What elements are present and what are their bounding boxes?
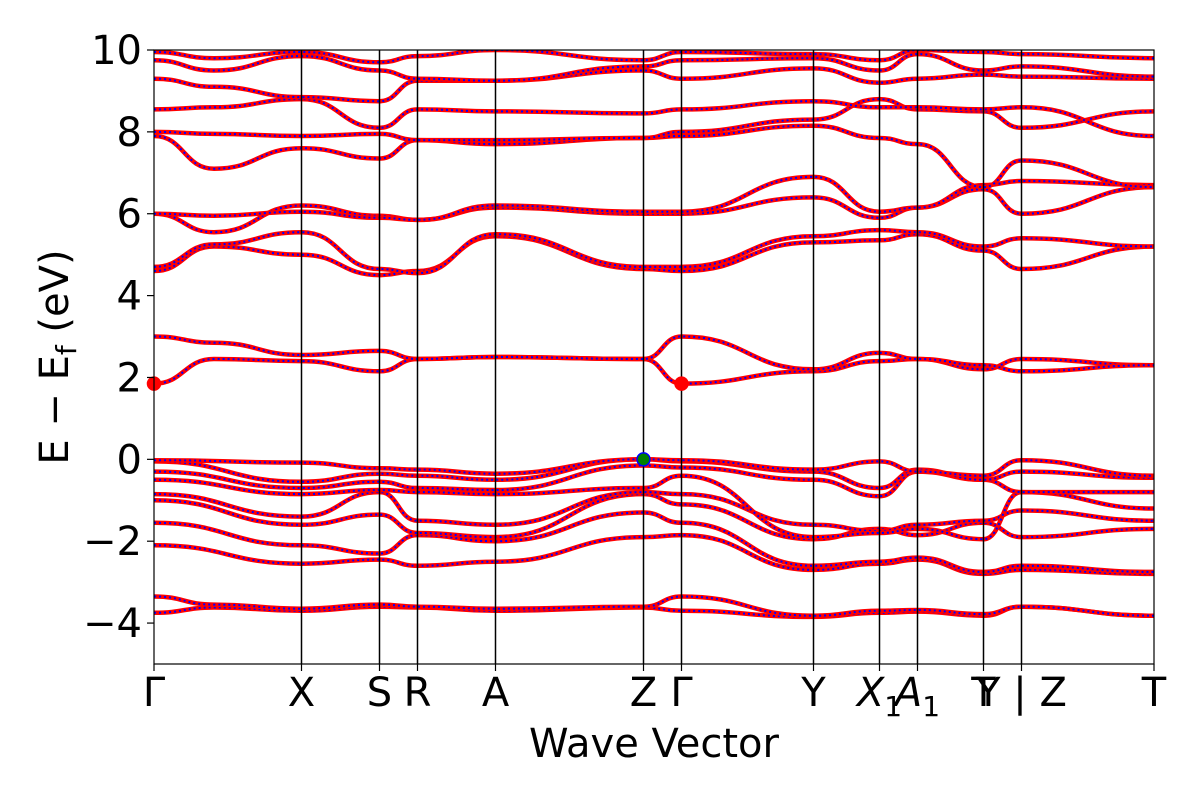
y-tick-label-6: 6 bbox=[117, 192, 142, 238]
band-15-spin-down bbox=[154, 175, 1154, 221]
x-tick-label-12: T bbox=[1141, 670, 1167, 716]
band-11-spin-down bbox=[154, 335, 1154, 373]
band-9-spin-down bbox=[154, 458, 1154, 477]
band-19-spin-down bbox=[154, 67, 1154, 103]
band-18-spin-down bbox=[154, 98, 1154, 137]
band-17-spin-down bbox=[154, 98, 1154, 142]
y-axis-label-sub: f bbox=[50, 344, 83, 355]
band-8-spin-down bbox=[154, 458, 1154, 490]
x-axis-label: Wave Vector bbox=[529, 721, 780, 767]
x-tick-label-2: S bbox=[367, 670, 392, 716]
x-tick-label-3: R bbox=[404, 670, 432, 716]
x-tick-label-5: Z bbox=[630, 670, 657, 716]
band-1-spin-down bbox=[154, 595, 1154, 617]
y-tick-label-0: 0 bbox=[117, 437, 142, 483]
x-tick-label-7: Y bbox=[800, 670, 826, 716]
y-tick-label--4: −4 bbox=[83, 601, 142, 647]
x-tick-label-11: Y | Z bbox=[975, 670, 1067, 716]
y-axis-ticks: −4 −2 0 2 4 6 8 10 bbox=[83, 28, 154, 647]
band-21-spin-down bbox=[154, 50, 1154, 64]
x-tick-label-8: X1 bbox=[855, 670, 902, 723]
band-20-spin-down bbox=[154, 53, 1154, 82]
y-tick-label--2: −2 bbox=[83, 519, 142, 565]
band-10-spin-down bbox=[154, 355, 1154, 385]
x-tick-label-6: Γ bbox=[670, 670, 693, 716]
y-tick-label-2: 2 bbox=[117, 355, 142, 401]
x-tick-label-4: A bbox=[482, 670, 510, 716]
y-axis-label-unit: (eV) bbox=[32, 249, 78, 345]
plot-frame bbox=[153, 49, 1155, 665]
y-axis-label-main: E − E bbox=[32, 355, 78, 465]
x-tick-label-0: Γ bbox=[143, 670, 166, 716]
band-7-spin-down bbox=[154, 464, 1154, 498]
band-12-spin-down bbox=[154, 233, 1154, 277]
kpoint-separators bbox=[300, 50, 1023, 664]
x-tick-label-10: T bbox=[970, 670, 996, 716]
band-4-spin-down bbox=[154, 493, 1154, 541]
y-tick-label-10: 10 bbox=[91, 28, 142, 74]
band-2-spin-down bbox=[154, 534, 1154, 575]
y-tick-label-8: 8 bbox=[117, 110, 142, 156]
x-tick-label-9: A1 bbox=[892, 670, 940, 723]
vbm-marker bbox=[636, 452, 651, 467]
y-axis-label: E − Ef (eV) bbox=[32, 249, 83, 464]
x-tick-label-1: X bbox=[288, 670, 315, 716]
cbm-marker bbox=[674, 376, 689, 391]
band-13-spin-down bbox=[154, 229, 1154, 275]
y-tick-label-4: 4 bbox=[117, 274, 142, 320]
